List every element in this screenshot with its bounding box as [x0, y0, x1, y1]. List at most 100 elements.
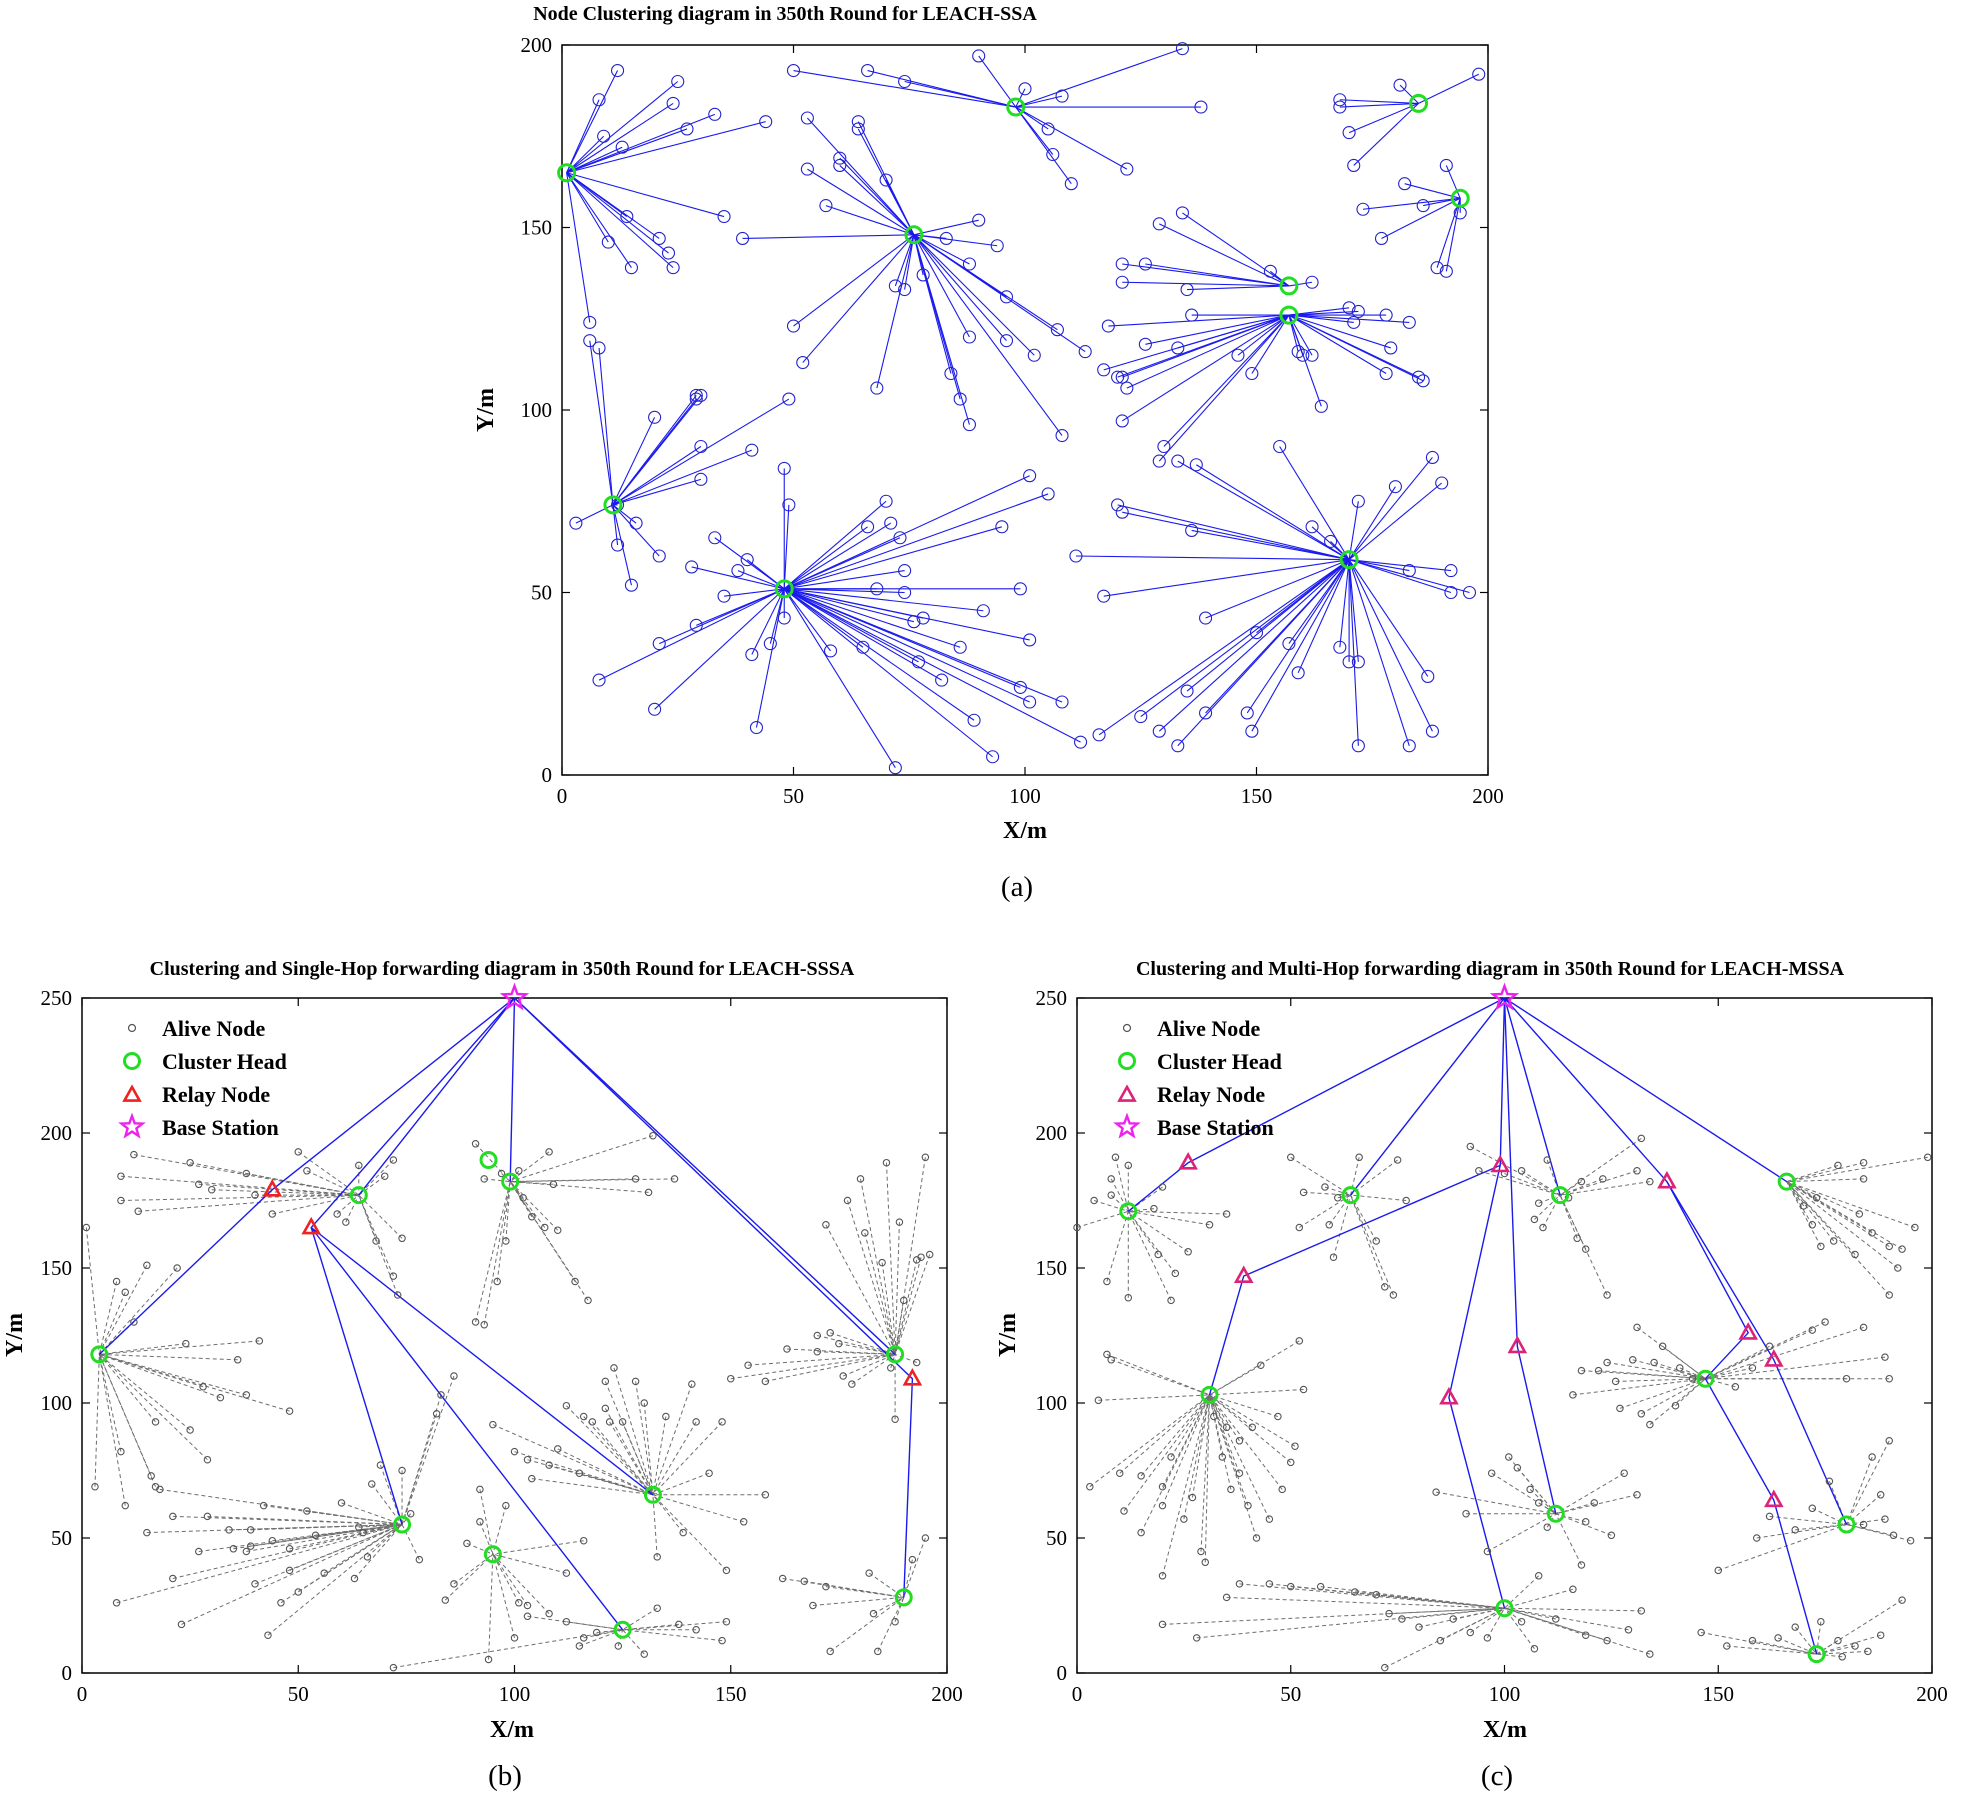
alive-node: [1018, 82, 1032, 96]
alive-node: [380, 1172, 389, 1180]
base-station: [1489, 982, 1520, 1011]
alive-node: [112, 1277, 121, 1286]
alive-node: [911, 655, 926, 669]
alive-node: [1637, 1410, 1646, 1418]
alive-node: [1808, 1326, 1817, 1334]
member-link: [839, 157, 915, 236]
member-link: [1162, 1394, 1211, 1576]
alive-node: [1299, 1385, 1308, 1394]
alive-node: [1435, 476, 1449, 490]
alive-node: [203, 1455, 212, 1464]
alive-node: [1347, 315, 1361, 329]
alive-node: [786, 319, 801, 333]
member-link: [1362, 197, 1461, 210]
alive-node: [1222, 1593, 1231, 1602]
alive-node: [1714, 1566, 1723, 1575]
alive-node: [689, 392, 703, 406]
member-link: [784, 588, 961, 648]
alive-node: [1616, 1404, 1624, 1413]
alive-node: [268, 1210, 277, 1218]
alive-node: [1590, 1499, 1599, 1507]
alive-node: [1218, 1453, 1227, 1461]
member-link: [1786, 1156, 1928, 1183]
member-link: [742, 234, 914, 239]
member-link: [1226, 1596, 1505, 1609]
alive-node: [1314, 399, 1328, 413]
member-link: [1846, 1524, 1894, 1536]
alive-node: [1097, 363, 1111, 377]
member-link: [1555, 1472, 1625, 1515]
panel-a-data: [557, 42, 1486, 775]
alive-node: [888, 761, 902, 775]
alive-node: [1027, 348, 1041, 362]
member-link: [1140, 559, 1350, 718]
y-tick-label: 150: [41, 1256, 73, 1280]
alive-node: [1175, 42, 1189, 56]
alive-node: [1765, 1342, 1774, 1351]
relay-node: [1764, 1489, 1784, 1508]
legend-marker-base: [1113, 1112, 1141, 1139]
legend-marker-relay: [1117, 1084, 1137, 1102]
alive-node: [342, 1218, 350, 1226]
member-link: [345, 1194, 360, 1223]
alive-node: [761, 1377, 770, 1386]
panel-b-plot-area: [81, 997, 948, 1674]
alive-node: [822, 1221, 830, 1229]
member-link: [1128, 1210, 1189, 1253]
alive-node: [1569, 1391, 1577, 1399]
alive-node: [1425, 450, 1439, 465]
alive-node: [1774, 1634, 1782, 1642]
member-link: [1752, 1640, 1817, 1655]
alive-node: [962, 330, 976, 344]
member-link: [1786, 1181, 1856, 1255]
member-link: [1209, 1389, 1304, 1396]
member-link: [793, 234, 915, 327]
member-link: [1297, 559, 1350, 674]
panel-b-ticks: 0 50 100 150 200 0 50 100 150 200 250: [41, 986, 963, 1706]
alive-node: [195, 1180, 203, 1189]
member-link: [913, 234, 998, 247]
member-link: [748, 1353, 896, 1366]
alive-node: [528, 1212, 536, 1221]
alive-node: [502, 1237, 510, 1245]
alive-node: [545, 1148, 553, 1156]
member-link: [323, 1524, 403, 1574]
alive-node: [359, 1528, 367, 1537]
member-link: [783, 588, 993, 758]
alive-node: [1175, 206, 1189, 220]
alive-node: [888, 279, 902, 293]
member-link: [635, 1381, 654, 1495]
alive-node: [450, 1372, 458, 1380]
alive-node: [1171, 739, 1185, 753]
member-link: [1846, 1440, 1890, 1525]
alive-node: [186, 1158, 194, 1167]
member-link: [566, 99, 600, 173]
panel-c-ticks: 0 50 100 150 200 0 50 100 150 200 250: [1036, 986, 1948, 1706]
member-link: [755, 588, 785, 728]
alive-node: [1444, 585, 1458, 600]
member-link: [612, 449, 753, 506]
member-link: [652, 1416, 667, 1495]
alive-node: [605, 1418, 614, 1426]
alive-node: [649, 1131, 657, 1140]
alive-node: [1475, 1167, 1483, 1175]
member-link: [1389, 1607, 1505, 1615]
alive-node: [1094, 1396, 1103, 1405]
legend-marker-head: [123, 1052, 141, 1070]
alive-node: [1637, 1134, 1646, 1143]
member-link: [1349, 559, 1452, 572]
alive-node: [1851, 1250, 1859, 1259]
alive-node: [545, 1461, 553, 1469]
alive-node: [406, 1509, 415, 1518]
member-link: [98, 1354, 156, 1423]
member-link: [99, 1353, 290, 1412]
member-link: [492, 1424, 654, 1496]
alive-node: [1603, 1291, 1611, 1299]
alive-node: [476, 1485, 484, 1494]
alive-node: [1697, 1628, 1705, 1637]
alive-node: [851, 115, 865, 129]
alive-node: [1115, 257, 1129, 271]
alive-node: [1115, 370, 1129, 384]
alive-node: [484, 1655, 493, 1664]
member-link: [1705, 1378, 1736, 1388]
